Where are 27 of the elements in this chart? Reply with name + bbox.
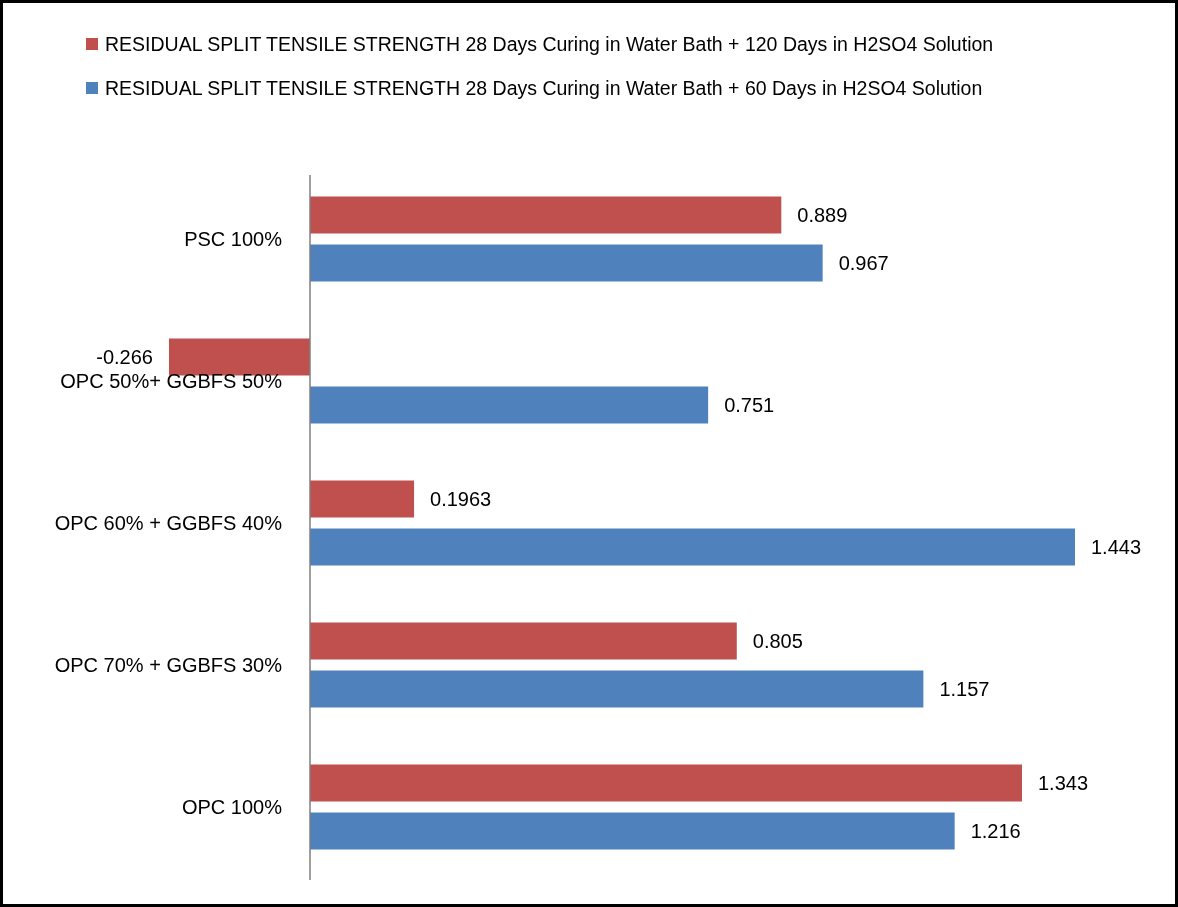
y-tick-label: OPC 70% + GGBFS 30% [54, 654, 283, 676]
bar [310, 528, 1075, 566]
bar [310, 196, 782, 234]
bar [168, 338, 310, 376]
data-label: -0.266 [96, 346, 153, 368]
data-label: 0.1963 [430, 488, 492, 510]
data-label: 1.443 [1091, 536, 1142, 558]
data-label: 0.967 [838, 252, 889, 274]
data-label: 1.216 [970, 820, 1021, 842]
bar [310, 386, 709, 424]
bar [310, 480, 415, 518]
data-label: 1.343 [1037, 772, 1089, 794]
bar [310, 622, 737, 660]
data-label: 1.157 [939, 678, 990, 700]
y-tick-label: PSC 100% [184, 228, 283, 250]
y-tick-label: OPC 50%+ GGBFS 50% [60, 370, 283, 392]
y-tick-label: OPC 60% + GGBFS 40% [54, 512, 283, 534]
data-label: 0.751 [724, 394, 775, 416]
data-label: 0.889 [797, 204, 848, 226]
bar [310, 812, 955, 850]
data-label: 0.805 [752, 630, 803, 652]
legend-label: RESIDUAL SPLIT TENSILE STRENGTH 28 Days Curing in Water Bath + 120 Days in H2SO4 Solution [105, 33, 994, 55]
bar [310, 764, 1022, 802]
legend-label: RESIDUAL SPLIT TENSILE STRENGTH 28 Days Curing in Water Bath + 60 Days in H2SO4 Solution [105, 77, 983, 99]
bar [310, 244, 823, 282]
y-tick-label: OPC 100% [181, 796, 283, 818]
bar [310, 670, 924, 708]
